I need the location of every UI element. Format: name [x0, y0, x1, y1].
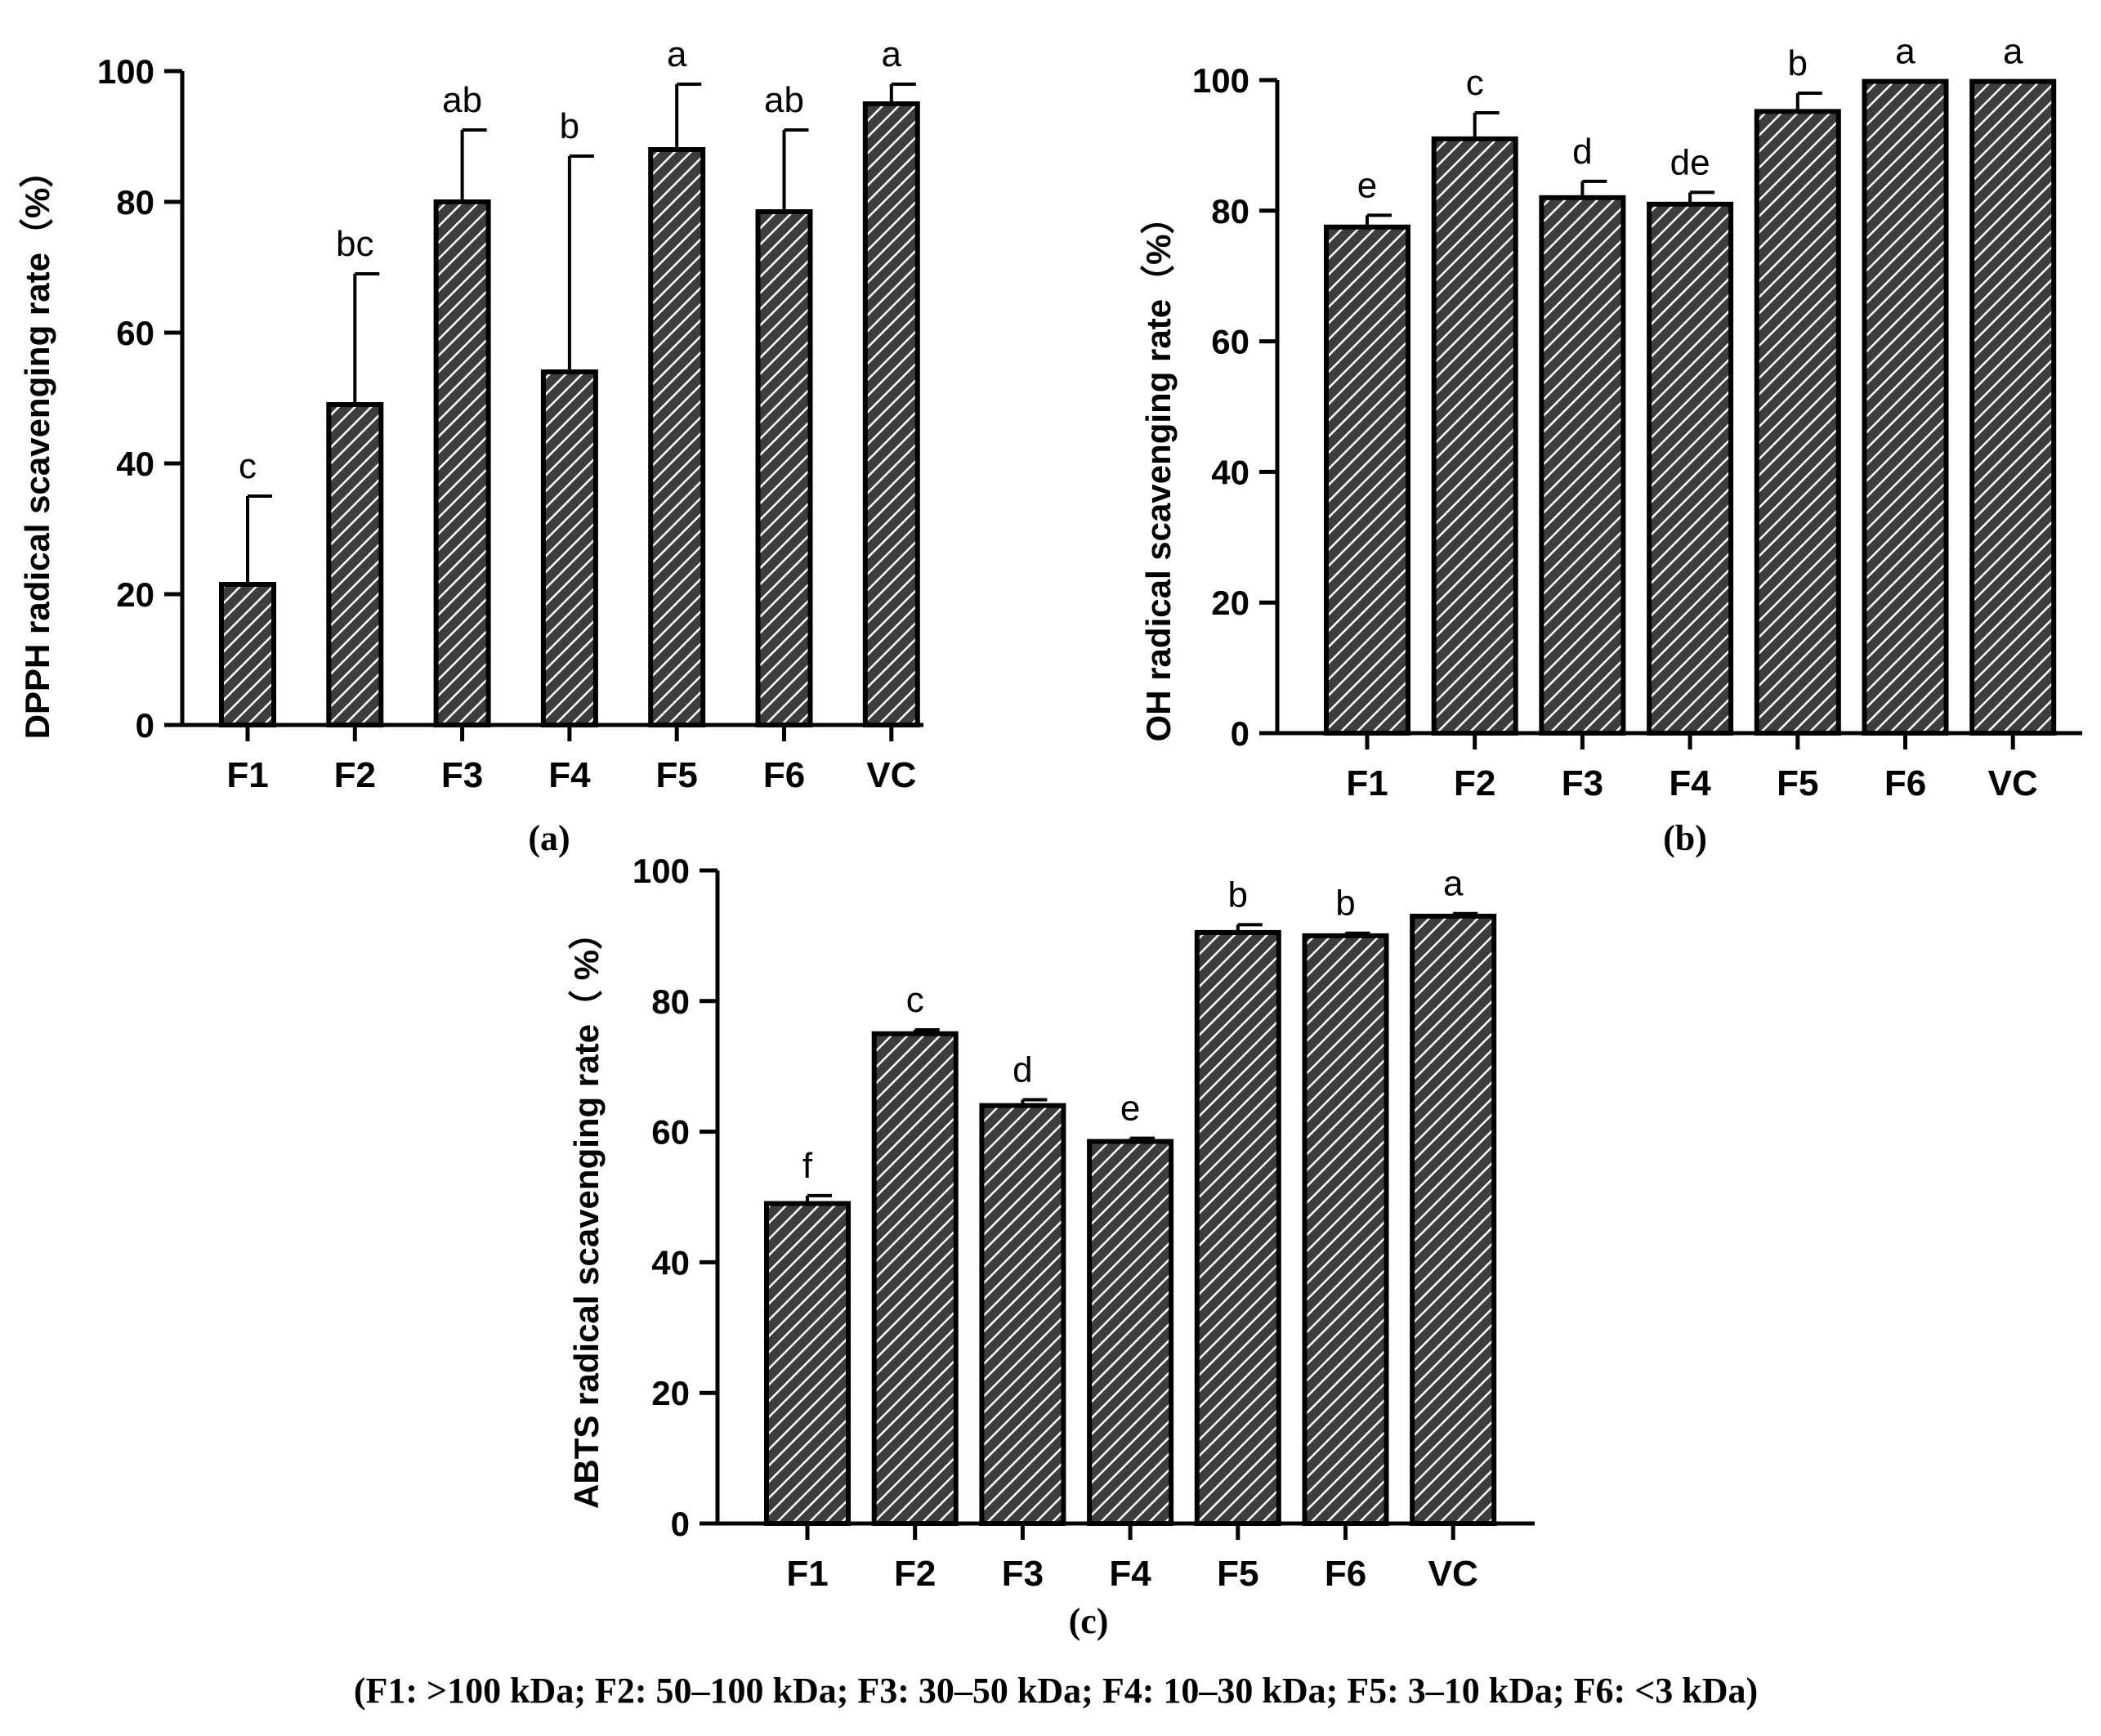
y-tick-label: 80	[116, 183, 154, 221]
bar-b-f3	[1539, 195, 1626, 736]
y-axis-label-abts: ABTS radical scavenging rate（ %）	[567, 915, 606, 1509]
y-tick-label: 0	[1231, 714, 1249, 753]
y-tick-label: 20	[1211, 584, 1249, 622]
significance-label: a	[882, 34, 902, 74]
y-tick-label: 40	[651, 1243, 690, 1282]
bar-c-f2	[871, 1031, 959, 1526]
x-tick-label: F3	[441, 755, 483, 795]
x-tick-label: F1	[1346, 763, 1388, 803]
panel-label-c: (c)	[1069, 1601, 1109, 1641]
x-tick-label: F5	[1217, 1554, 1258, 1594]
significance-label: d	[1572, 132, 1592, 172]
bar-c-f5	[1194, 929, 1281, 1526]
significance-label: a	[2003, 32, 2023, 72]
y-tick-label: 60	[116, 314, 154, 352]
significance-label: c	[906, 980, 924, 1020]
bar-c-f6	[1302, 933, 1389, 1526]
bar-c-f4	[1087, 1139, 1174, 1526]
bar-a-f5	[648, 147, 706, 727]
bar-a-f3	[433, 199, 491, 727]
bar-c-vc	[1410, 913, 1497, 1527]
chart-panel-abts: ABTS radical scavenging rate（ %） (c) 0 20…	[567, 852, 1535, 1641]
x-tick-label: F5	[656, 755, 698, 795]
bar-b-f5	[1754, 109, 1841, 736]
y-tick-label: 60	[651, 1113, 690, 1152]
y-tick-label: 60	[1211, 323, 1249, 361]
y-tick-label: 80	[651, 982, 690, 1021]
significance-label: c	[1466, 63, 1484, 103]
significance-label: b	[1228, 875, 1248, 915]
x-tick-label: F4	[1669, 763, 1711, 803]
x-tick-label: F3	[1002, 1554, 1044, 1594]
x-tick-label: F1	[786, 1554, 828, 1594]
x-tick-label: VC	[866, 755, 916, 795]
panel-label-b: (b)	[1663, 818, 1707, 858]
y-tick-label: 40	[1211, 453, 1249, 491]
x-tick-label: F1	[226, 755, 268, 795]
bar-a-f6	[755, 209, 813, 727]
y-tick-label: 80	[1211, 192, 1249, 230]
y-tick-label: 0	[136, 706, 154, 745]
y-tick-label: 20	[651, 1374, 690, 1412]
significance-label: ab	[764, 80, 804, 120]
bar-b-f2	[1431, 136, 1518, 736]
x-tick-label: F6	[1325, 1554, 1366, 1594]
significance-label: b	[1335, 884, 1355, 924]
chart-panel-dpph: DPPH radical scavenging rate（%） (a) 0 20 4…	[18, 34, 923, 858]
x-tick-label: F2	[894, 1554, 936, 1594]
x-tick-label: F2	[1454, 763, 1495, 803]
bar-c-f1	[764, 1201, 851, 1526]
x-tick-label: F2	[334, 755, 376, 795]
significance-label: e	[1357, 165, 1377, 205]
y-tick-label: 100	[633, 852, 690, 890]
significance-label: de	[1670, 142, 1710, 182]
bar-a-f4	[540, 369, 598, 727]
x-tick-label: F4	[1109, 1554, 1151, 1594]
significance-label: d	[1013, 1049, 1032, 1089]
significance-label: b	[560, 106, 579, 146]
x-tick-label: F5	[1777, 763, 1818, 803]
significance-label: bc	[336, 224, 373, 264]
significance-label: a	[1895, 32, 1915, 72]
x-tick-label: F4	[548, 755, 591, 795]
y-tick-label: 100	[1192, 61, 1249, 100]
y-axis-label-oh: OH radical scavenging rate（%）	[1139, 200, 1178, 742]
significance-label: a	[1443, 864, 1464, 904]
y-tick-label: 100	[97, 52, 154, 91]
bar-b-vc	[1969, 78, 2057, 736]
bar-b-f6	[1862, 78, 1949, 736]
y-tick-label: 0	[671, 1505, 690, 1543]
significance-label: c	[239, 446, 257, 486]
bar-b-f1	[1324, 224, 1410, 736]
panel-label-a: (a)	[528, 818, 570, 858]
x-tick-label: VC	[1428, 1554, 1478, 1594]
y-axis-label-dpph: DPPH radical scavenging rate（%）	[18, 154, 56, 740]
significance-label: b	[1788, 43, 1808, 83]
x-tick-label: VC	[1988, 763, 2038, 803]
bar-a-vc	[862, 101, 920, 727]
chart-panel-oh: OH radical scavenging rate（%） (b) 0 20 40 6…	[1139, 32, 2082, 858]
figure-caption: (F1: >100 kDa; F2: 50–100 kDa; F3: 30–50…	[354, 1671, 1758, 1711]
y-tick-label: 40	[116, 445, 154, 483]
significance-label: f	[802, 1146, 813, 1186]
bar-b-f4	[1647, 201, 1734, 736]
x-tick-label: F6	[763, 755, 805, 795]
significance-label: a	[667, 34, 687, 74]
bar-a-f2	[326, 402, 384, 727]
y-tick-label: 20	[116, 575, 154, 614]
bar-a-f1	[219, 582, 276, 727]
x-tick-label: F3	[1562, 763, 1603, 803]
x-tick-label: F6	[1884, 763, 1926, 803]
significance-label: ab	[442, 80, 482, 120]
bar-c-f3	[979, 1103, 1066, 1526]
significance-label: e	[1120, 1089, 1140, 1129]
